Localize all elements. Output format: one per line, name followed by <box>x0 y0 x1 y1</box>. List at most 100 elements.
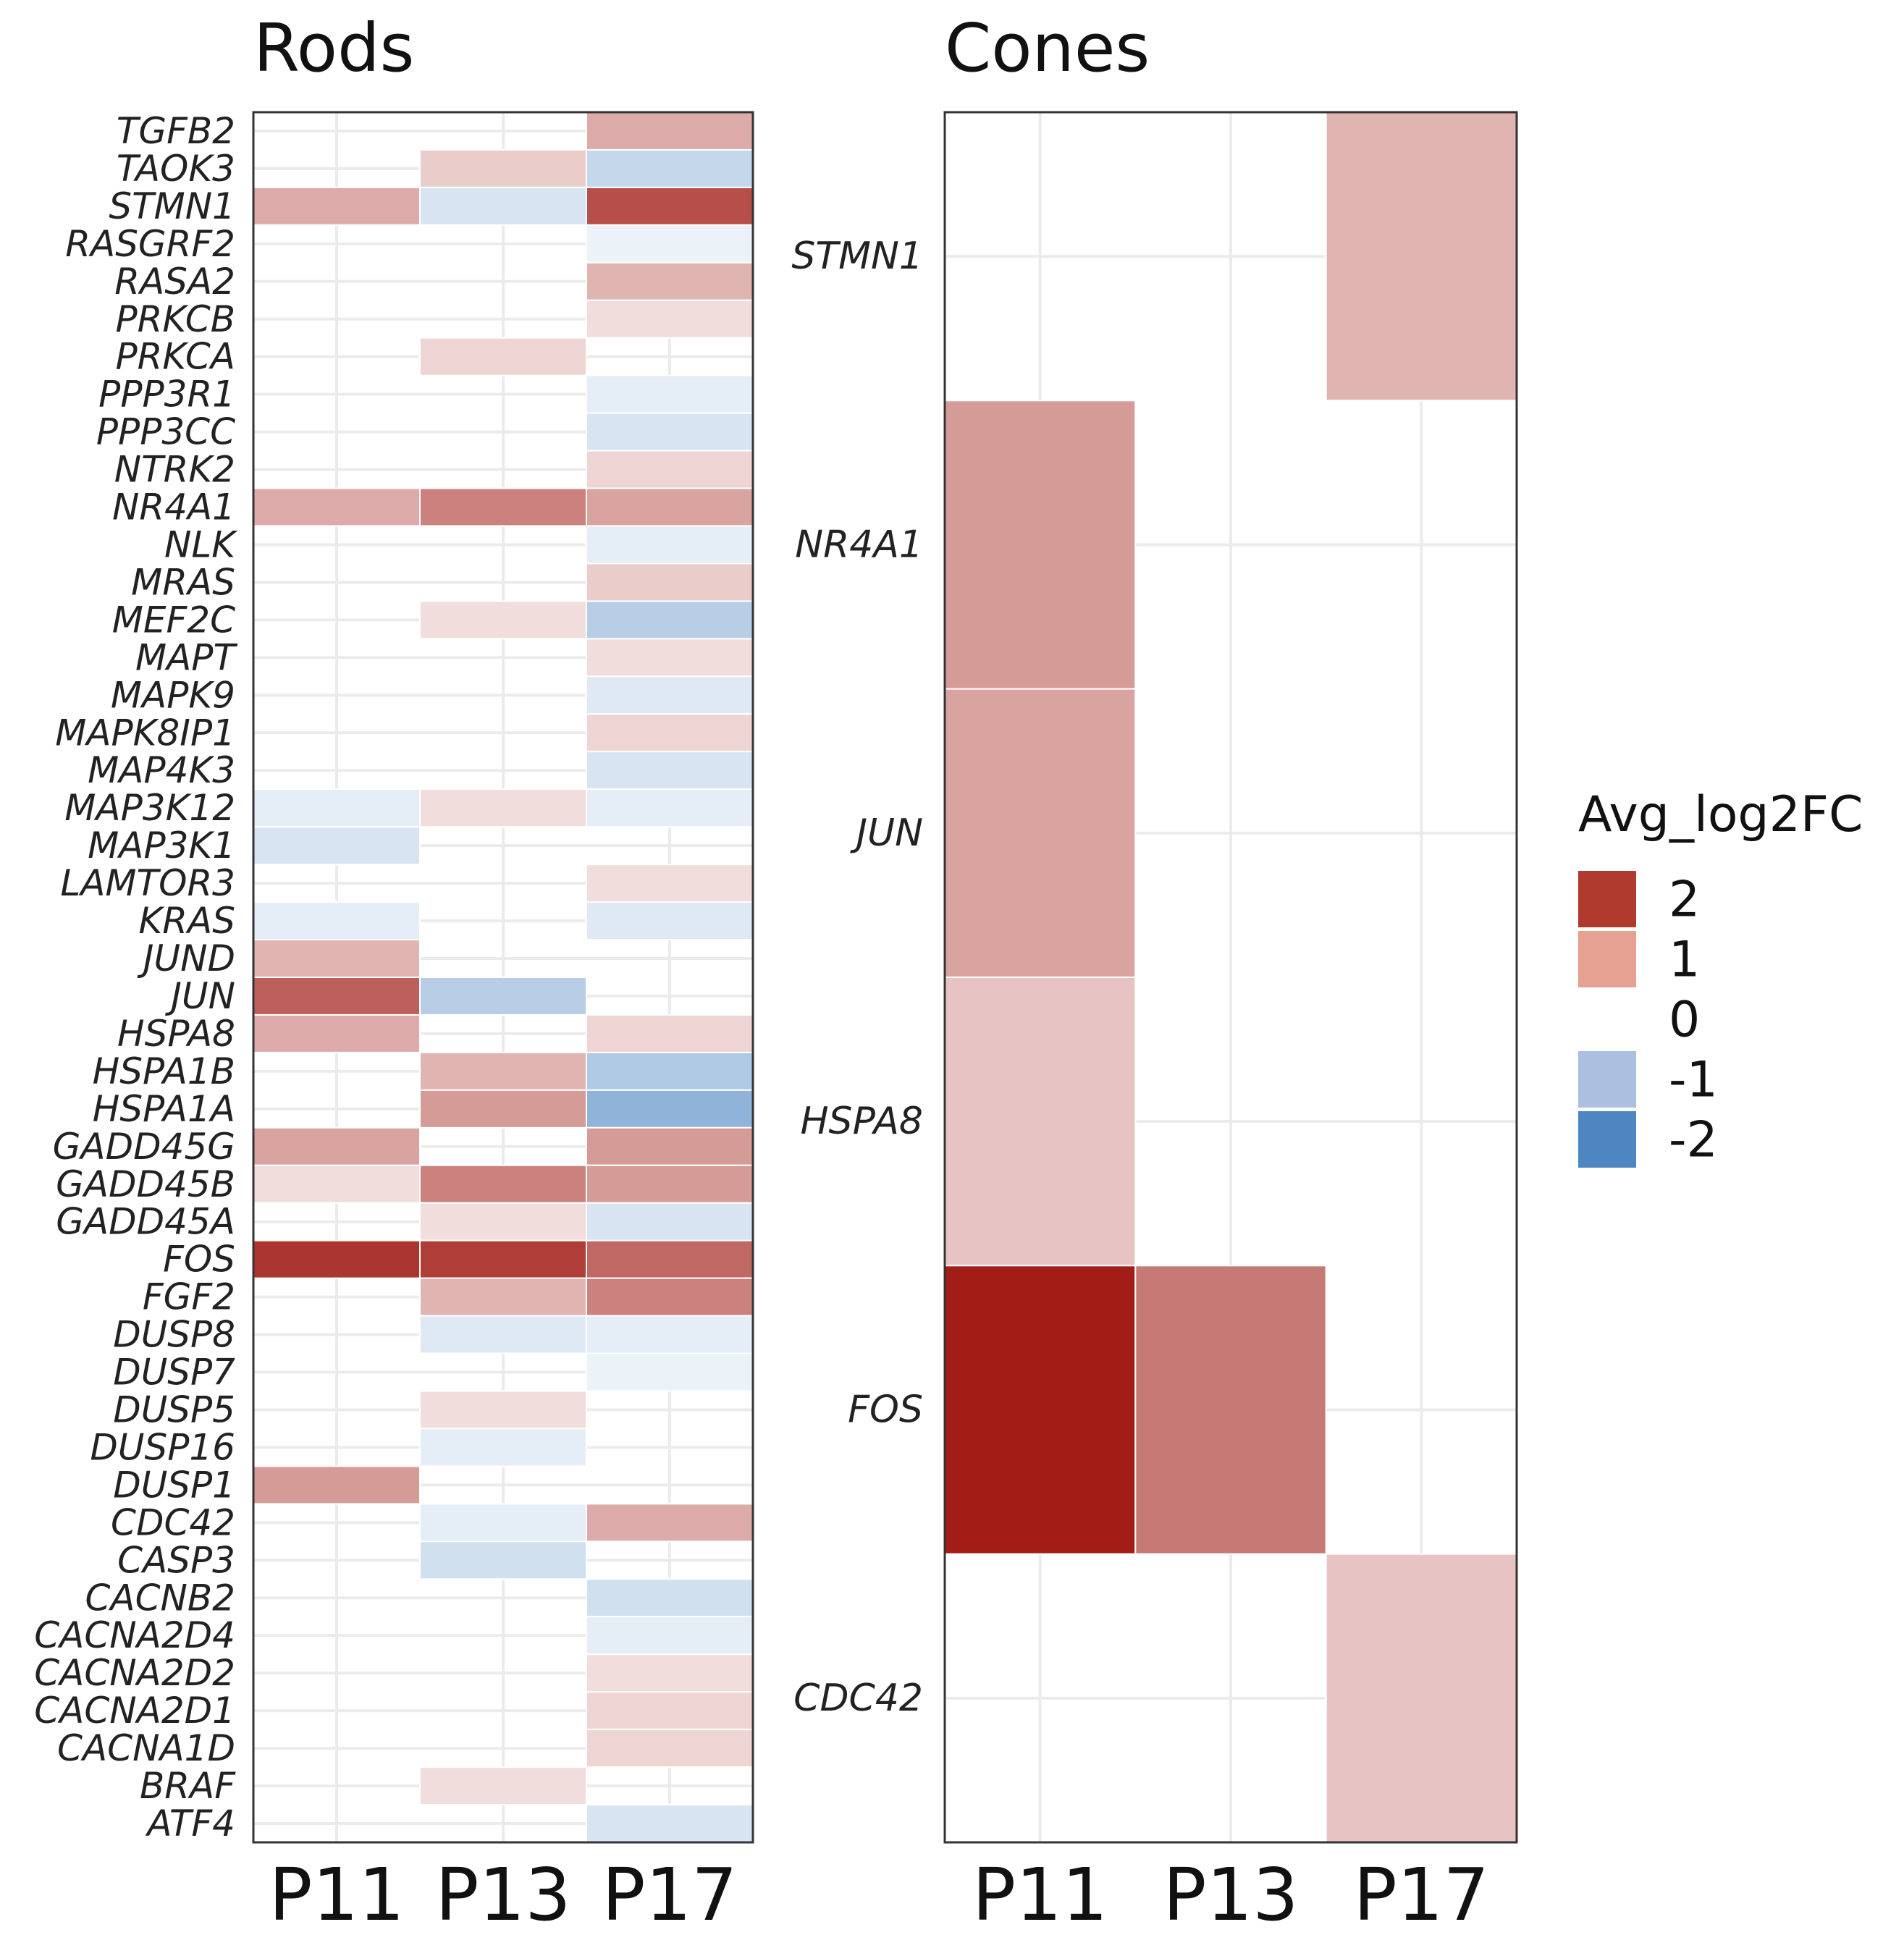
rods-cell-map3k12-p17 <box>586 788 754 828</box>
rods-cell-fgf2-p17 <box>586 1277 754 1317</box>
rods-gene-label-lamtor3: LAMTOR3 <box>60 862 235 904</box>
cones-x-label-p11: P11 <box>972 1852 1108 1935</box>
rods-cell-mras-p17 <box>586 562 754 602</box>
rods-x-label-p13: P13 <box>435 1852 571 1935</box>
rods-gene-label-cacna1d: CACNA1D <box>57 1727 235 1769</box>
cones-gene-label-hspa8: HSPA8 <box>800 1100 923 1143</box>
cones-cell-cdc42-p17 <box>1325 1553 1517 1844</box>
rods-cell-prkca-p13 <box>419 337 587 376</box>
rods-cell-dusp8-p13 <box>419 1315 587 1354</box>
rods-title: Rods <box>253 9 414 87</box>
rods-gene-label-hspa8: HSPA8 <box>117 1013 235 1055</box>
rods-gene-label-fos: FOS <box>163 1239 235 1281</box>
rods-cell-fos-p13 <box>419 1239 587 1279</box>
legend-swatch--2 <box>1578 1111 1636 1168</box>
rods-cell-lamtor3-p17 <box>586 864 754 903</box>
rods-gene-label-dusp16: DUSP16 <box>90 1426 235 1468</box>
rods-cell-stmn1-p13 <box>419 186 587 226</box>
rods-gene-label-rasa2: RASA2 <box>114 261 235 303</box>
legend-label-2: 2 <box>1669 872 1700 929</box>
rods-gene-label-map3k12: MAP3K12 <box>64 787 235 829</box>
rods-gene-label-map4k3: MAP4K3 <box>88 749 235 791</box>
rods-gene-label-mapk9: MAPK9 <box>111 674 235 716</box>
rods-cell-hspa1a-p17 <box>586 1089 754 1129</box>
rods-x-labels: P11 P13 P17 <box>269 1852 738 1935</box>
rods-gene-label-jund: JUND <box>137 937 235 979</box>
rods-cell-atf4-p17 <box>586 1804 754 1843</box>
rods-cell-casp3-p13 <box>419 1540 587 1580</box>
rods-cell-cdc42-p17 <box>586 1503 754 1543</box>
rods-cell-dusp16-p13 <box>419 1428 587 1467</box>
rods-cell-map3k12-p11 <box>253 788 421 828</box>
rods-cell-mapk9-p17 <box>586 675 754 715</box>
cones-gene-label-stmn1: STMN1 <box>791 235 923 278</box>
rods-gene-label-nlk: NLK <box>164 524 238 566</box>
rods-gene-label-ppp3cc: PPP3CC <box>96 411 235 453</box>
rods-cell-fos-p11 <box>253 1239 421 1279</box>
rods-gene-label-cacnb2: CACNB2 <box>85 1577 235 1619</box>
rods-cell-mapk8ip1-p17 <box>586 713 754 753</box>
cones-cell-nr4a1-p11 <box>944 400 1137 690</box>
cones-panel-border <box>943 111 1518 1844</box>
rods-cell-cacnb2-p17 <box>586 1578 754 1618</box>
rods-x-label-p17: P17 <box>602 1852 738 1935</box>
rods-cell-nlk-p17 <box>586 525 754 565</box>
rods-gene-label-kras: KRAS <box>139 900 235 942</box>
rods-cell-dusp8-p17 <box>586 1315 754 1354</box>
rods-gene-label-mapk8ip1: MAPK8IP1 <box>55 712 235 754</box>
rods-cell-ppp3cc-p17 <box>586 412 754 452</box>
rods-cell-gadd45g-p17 <box>586 1126 754 1166</box>
rods-cell-cacna2d1-p17 <box>586 1691 754 1731</box>
rods-cell-taok3-p13 <box>419 148 587 188</box>
rods-cell-kras-p17 <box>586 901 754 941</box>
rods-cell-cdc42-p13 <box>419 1503 587 1543</box>
rods-cell-jund-p11 <box>253 939 421 978</box>
rods-cell-dusp7-p17 <box>586 1352 754 1392</box>
rods-cell-jun-p13 <box>419 977 587 1016</box>
rods-cell-gadd45b-p17 <box>586 1164 754 1204</box>
rods-cell-hspa1b-p17 <box>586 1051 754 1091</box>
rods-cell-rasgrf2-p17 <box>586 224 754 264</box>
cones-cells <box>944 111 1517 1844</box>
rods-cell-gadd45b-p13 <box>419 1164 587 1204</box>
legend-items: 210-1-2 <box>1578 871 1718 1169</box>
legend-title: Avg_log2FC <box>1578 786 1863 843</box>
rods-cell-kras-p11 <box>253 901 421 941</box>
rods-gene-label-stmn1: STMN1 <box>109 185 235 227</box>
legend-label--1: -1 <box>1669 1052 1718 1109</box>
legend-swatch-1 <box>1578 931 1636 987</box>
legend-swatch--1 <box>1578 1051 1636 1108</box>
rods-panel: Rods TGFB2TAOK3STMN1RASGRF2RASA2PRKCBPRK… <box>34 9 754 1935</box>
cones-title: Cones <box>945 9 1150 87</box>
rods-panel-border <box>252 111 754 1844</box>
rods-cell-stmn1-p17 <box>586 186 754 226</box>
cones-gene-labels: STMN1 NR4A1 JUN HSPA8 FOS CDC42 <box>791 235 923 1720</box>
rods-gene-label-jun: JUN <box>164 975 235 1017</box>
rods-gene-label-cacna2d1: CACNA2D1 <box>34 1690 235 1732</box>
cones-cell-hspa8-p11 <box>944 977 1137 1267</box>
rods-cell-ppp3r1-p17 <box>586 374 754 414</box>
cones-cell-fos-p11 <box>944 1265 1137 1555</box>
rods-cell-dusp1-p11 <box>253 1465 421 1505</box>
rods-gene-label-fgf2: FGF2 <box>143 1276 235 1318</box>
rods-cell-hspa1a-p13 <box>419 1089 587 1129</box>
rods-cell-fgf2-p13 <box>419 1277 587 1317</box>
rods-cell-mef2c-p13 <box>419 600 587 640</box>
cones-gene-label-jun: JUN <box>850 811 923 855</box>
cones-x-labels: P11 P13 P17 <box>972 1852 1489 1935</box>
rods-gene-label-rasgrf2: RASGRF2 <box>65 223 235 265</box>
rods-cell-braf-p13 <box>419 1766 587 1806</box>
rods-cell-map3k12-p13 <box>419 788 587 828</box>
cones-gene-label-nr4a1: NR4A1 <box>795 523 923 567</box>
rods-gene-label-dusp5: DUSP5 <box>113 1389 235 1431</box>
rods-cell-prkcb-p17 <box>586 299 754 339</box>
rods-cell-cacna1d-p17 <box>586 1729 754 1769</box>
rods-cell-hspa8-p17 <box>586 1013 754 1053</box>
cones-x-label-p13: P13 <box>1163 1852 1299 1935</box>
rods-gene-label-nr4a1: NR4A1 <box>112 486 235 528</box>
rods-cell-nr4a1-p17 <box>586 487 754 527</box>
legend-label-1: 1 <box>1669 932 1700 989</box>
cones-cell-stmn1-p17 <box>1325 111 1517 402</box>
rods-gene-label-atf4: ATF4 <box>145 1803 235 1845</box>
rods-gene-label-cacna2d2: CACNA2D2 <box>34 1652 235 1694</box>
